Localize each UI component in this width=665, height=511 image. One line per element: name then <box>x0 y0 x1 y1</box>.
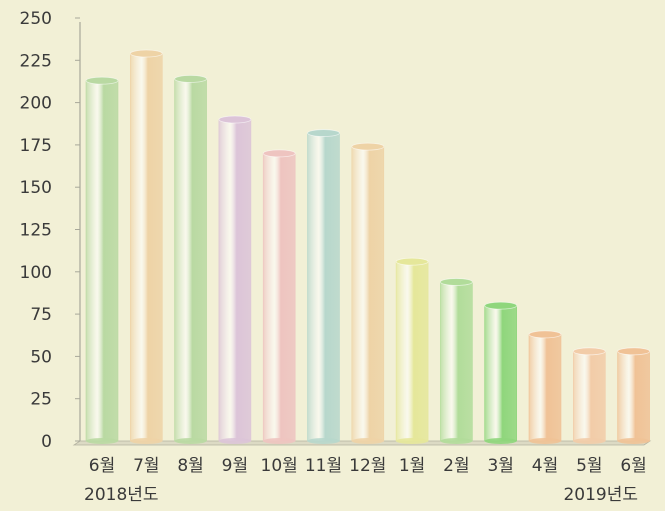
bar-base <box>484 438 517 444</box>
y-tick-label: 75 <box>30 305 52 325</box>
bar <box>129 49 163 444</box>
bar-body <box>484 305 518 442</box>
bar-body <box>85 80 119 442</box>
bar <box>351 142 385 444</box>
bar-body <box>307 132 340 442</box>
x-tick-label: 6월 <box>620 456 646 476</box>
x-tick-label: 12월 <box>349 456 386 476</box>
x-tick-label: 6월 <box>89 456 115 476</box>
bar-body <box>351 146 385 442</box>
bar-base <box>396 438 429 444</box>
bar-base <box>440 438 473 444</box>
bar-cap <box>351 142 385 151</box>
bars <box>85 49 650 444</box>
bar <box>617 347 650 444</box>
bar-base <box>617 438 650 444</box>
bar-cap <box>439 278 473 286</box>
bar-body <box>130 53 163 442</box>
x-tick-label: 3월 <box>487 456 513 476</box>
y-tick-label: 0 <box>41 432 52 452</box>
bar-base <box>86 438 118 444</box>
x-tick-label: 10월 <box>261 456 298 476</box>
bar-base <box>174 438 207 444</box>
bar <box>307 129 340 444</box>
bar-cap <box>617 347 650 356</box>
bar-body <box>617 351 650 442</box>
bar-cap <box>174 75 208 83</box>
x-tick-label: 8월 <box>177 456 203 476</box>
bar <box>572 347 606 444</box>
bar <box>484 301 518 444</box>
y-tick-label: 225 <box>20 51 52 71</box>
x-tick-label: 11월 <box>305 456 342 476</box>
x-tick-label: 1월 <box>399 456 425 476</box>
bar-body <box>262 153 296 442</box>
year-label-2018: 2018년도 <box>84 485 159 505</box>
bar-cap <box>85 76 119 85</box>
bar <box>218 115 252 444</box>
bar-cap <box>528 330 562 339</box>
x-tick-label: 9월 <box>222 456 248 476</box>
x-tick-label: 5월 <box>576 456 602 476</box>
bar <box>85 76 119 444</box>
x-axis: 6월 7월 8월 9월 10월 11월 12월 1월 2월 3월 4월 5월 6월 <box>89 456 647 476</box>
year-label-2019: 2019년도 <box>563 485 638 505</box>
bar-base <box>130 438 163 444</box>
bar-body <box>440 281 473 442</box>
x-tick-label: 4월 <box>532 456 558 476</box>
y-tick-label: 250 <box>20 9 52 29</box>
y-tick-label: 200 <box>20 94 52 114</box>
bar <box>439 278 473 444</box>
bar-base <box>263 438 296 444</box>
bar-body <box>218 119 252 442</box>
y-tick-label: 125 <box>20 221 52 241</box>
y-tick-label: 25 <box>30 390 52 410</box>
y-tick-label: 100 <box>20 263 52 283</box>
bar-body <box>572 351 606 442</box>
bar-cap <box>307 129 340 137</box>
bar-base <box>307 438 340 444</box>
bar-cap <box>395 257 429 266</box>
bar-cap <box>484 301 518 310</box>
y-tick-label: 50 <box>30 347 52 367</box>
y-axis: 0 25 50 75 100 125 150 175 200 225 250 <box>20 9 80 452</box>
bar-cap <box>262 149 296 158</box>
y-tick-label: 150 <box>20 178 52 198</box>
bar-base <box>573 438 606 444</box>
bar-body <box>174 78 207 442</box>
y-tick-label: 175 <box>20 136 52 156</box>
bar <box>174 75 208 444</box>
bar <box>395 257 429 444</box>
bar-body <box>395 261 429 442</box>
bar-body <box>528 334 562 442</box>
x-tick-label: 7월 <box>133 456 159 476</box>
bar <box>528 330 562 444</box>
x-tick-label: 2월 <box>443 456 469 476</box>
bar-cap <box>218 115 252 124</box>
bar-base <box>529 438 561 444</box>
bar-base <box>351 438 384 444</box>
bar-base <box>218 438 251 444</box>
bar <box>262 149 296 444</box>
bar-cap <box>129 49 163 58</box>
bar-cap <box>572 347 606 356</box>
